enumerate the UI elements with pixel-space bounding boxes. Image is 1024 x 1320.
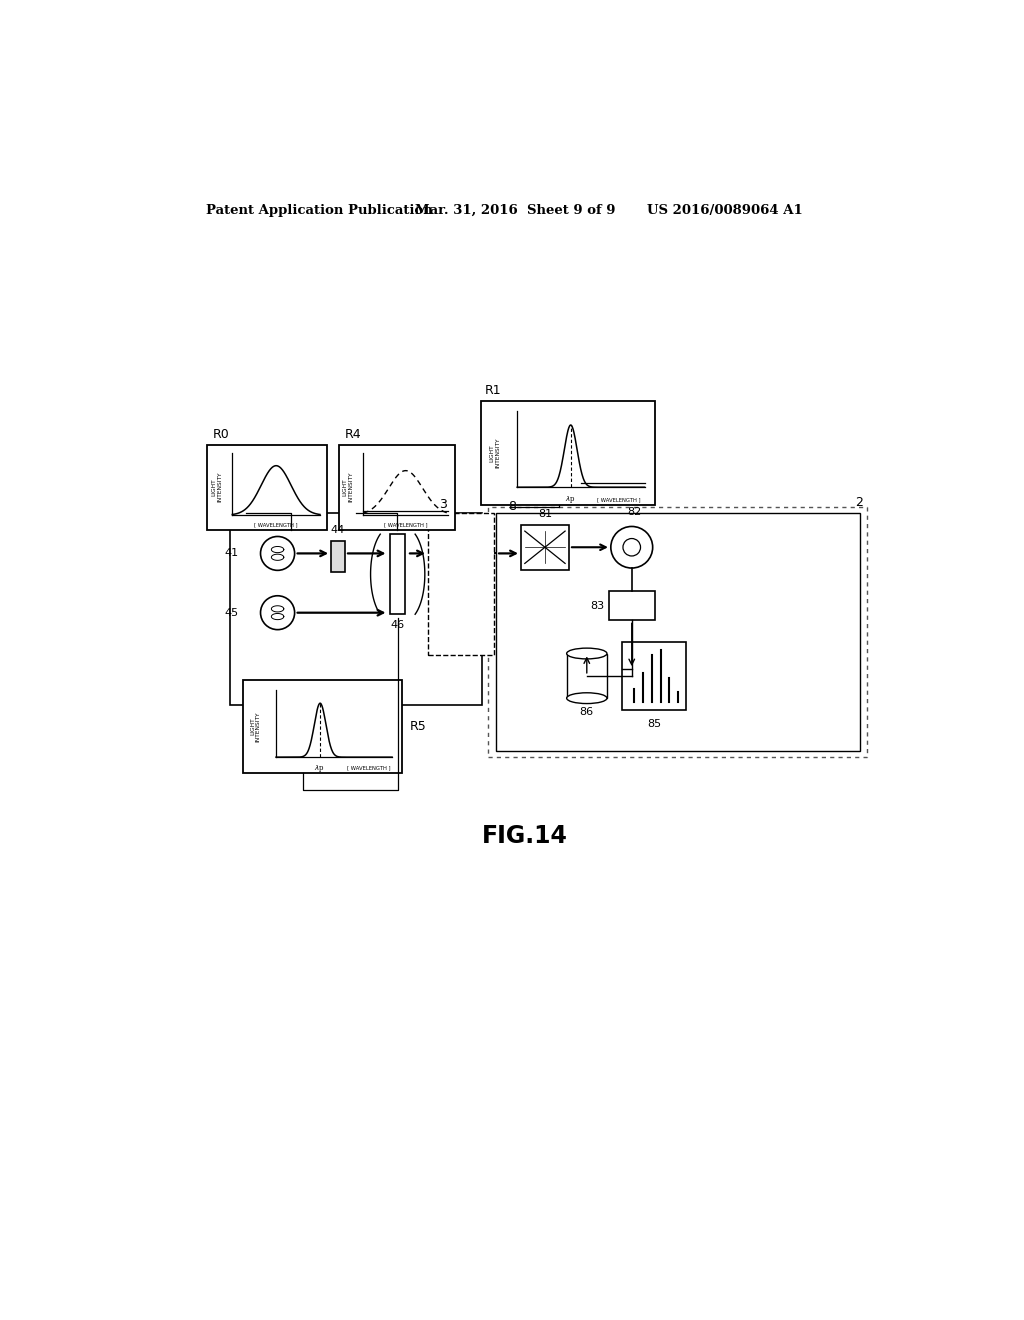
Text: R5: R5 — [410, 721, 426, 733]
Text: FIG.14: FIG.14 — [482, 824, 567, 847]
Circle shape — [611, 527, 652, 568]
Text: Mar. 31, 2016  Sheet 9 of 9: Mar. 31, 2016 Sheet 9 of 9 — [415, 205, 615, 218]
Bar — [230, 512, 482, 705]
Circle shape — [260, 595, 295, 630]
Text: 41: 41 — [224, 548, 239, 558]
Text: 82: 82 — [627, 507, 641, 517]
Bar — [207, 445, 328, 529]
Text: 86: 86 — [580, 708, 594, 717]
Bar — [623, 642, 686, 710]
Text: 8: 8 — [508, 500, 516, 513]
Text: R0: R0 — [213, 428, 230, 441]
Text: 3: 3 — [438, 499, 446, 511]
Text: R1: R1 — [484, 384, 501, 397]
Bar — [608, 591, 655, 620]
Bar — [566, 653, 607, 698]
Text: [ WAVELENGTH ]: [ WAVELENGTH ] — [347, 766, 391, 771]
Text: $\lambda$p: $\lambda$p — [314, 763, 325, 774]
Bar — [480, 401, 655, 506]
Circle shape — [260, 536, 295, 570]
Text: US 2016/0089064 A1: US 2016/0089064 A1 — [647, 205, 803, 218]
Ellipse shape — [566, 693, 607, 704]
Text: LIGHT
INTENSITY: LIGHT INTENSITY — [489, 438, 500, 469]
Text: 44: 44 — [331, 525, 345, 536]
Text: R4: R4 — [345, 428, 361, 441]
Circle shape — [623, 539, 641, 556]
Text: 85: 85 — [647, 718, 662, 729]
Ellipse shape — [566, 648, 607, 659]
Text: Patent Application Publication: Patent Application Publication — [206, 205, 432, 218]
Text: [ WAVELENGTH ]: [ WAVELENGTH ] — [597, 498, 641, 502]
Bar — [487, 507, 867, 758]
Text: 45: 45 — [224, 607, 239, 618]
Bar — [521, 525, 569, 570]
Bar — [339, 445, 455, 529]
Bar — [496, 512, 860, 751]
Text: [ WAVELENGTH ]: [ WAVELENGTH ] — [254, 521, 298, 527]
Text: LIGHT
INTENSITY: LIGHT INTENSITY — [211, 473, 222, 503]
Text: 83: 83 — [591, 601, 604, 611]
Text: 81: 81 — [538, 510, 552, 519]
Text: [ WAVELENGTH ]: [ WAVELENGTH ] — [384, 521, 427, 527]
Polygon shape — [390, 535, 406, 614]
Text: 2: 2 — [855, 496, 862, 510]
Text: LIGHT
INTENSITY: LIGHT INTENSITY — [250, 711, 261, 742]
Bar — [331, 541, 345, 572]
Bar — [428, 512, 494, 655]
Text: $\lambda$p: $\lambda$p — [564, 494, 575, 506]
Bar — [243, 681, 401, 774]
Text: 46: 46 — [390, 620, 404, 630]
Text: LIGHT
INTENSITY: LIGHT INTENSITY — [343, 473, 353, 503]
